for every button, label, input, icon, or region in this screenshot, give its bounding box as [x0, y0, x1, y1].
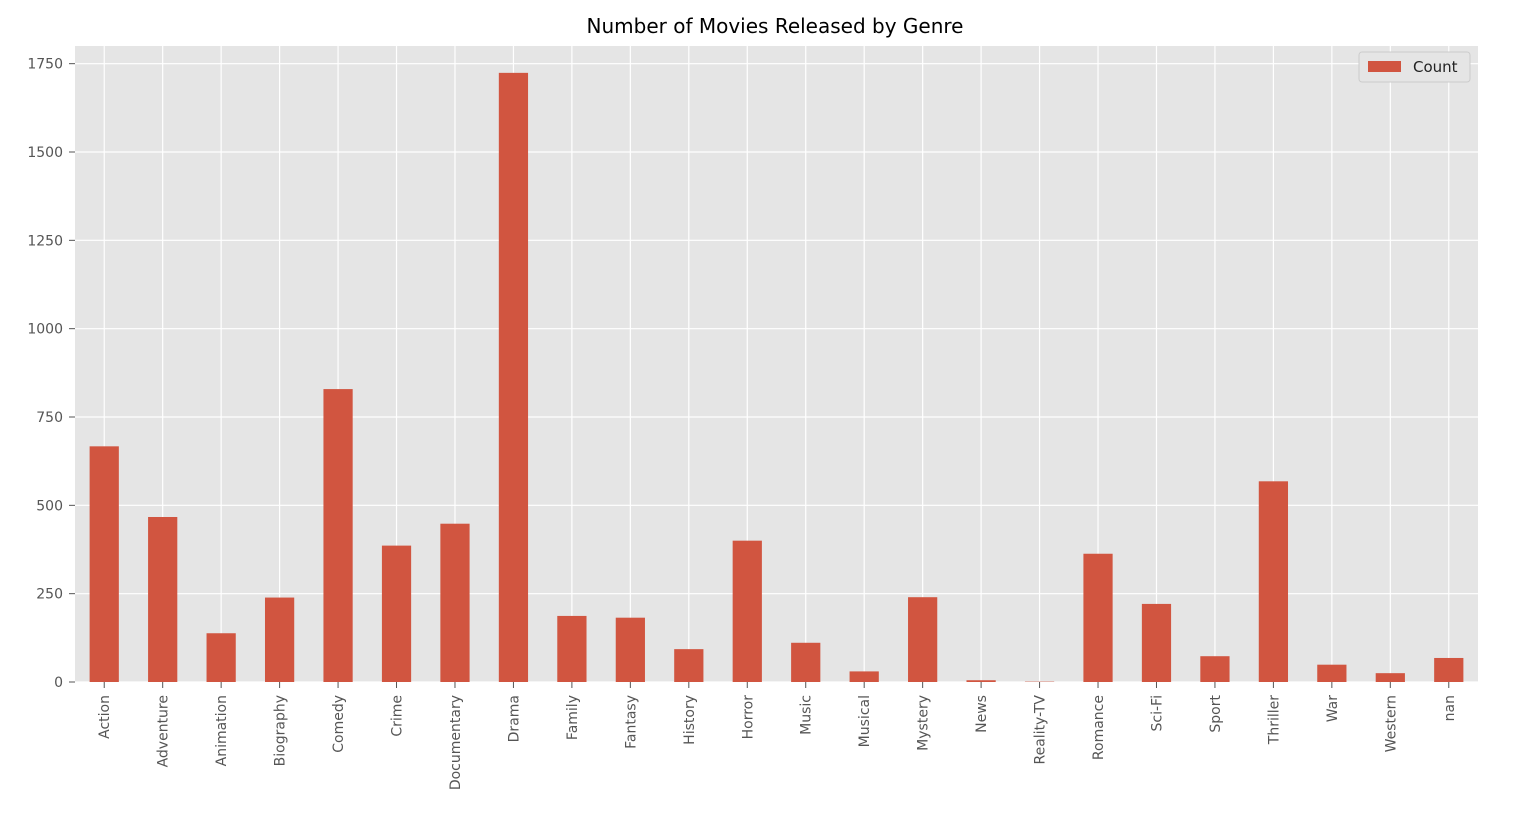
y-tick-label: 250	[36, 587, 63, 603]
bar-sport	[1200, 656, 1230, 682]
bar-western	[1375, 673, 1405, 682]
x-tick-label: Romance	[1091, 695, 1107, 760]
x-tick-label: Family	[565, 695, 581, 740]
x-tick-label: Mystery	[916, 695, 932, 751]
bar-crime	[381, 545, 412, 682]
bar-animation	[206, 633, 236, 682]
bar-comedy	[323, 389, 353, 682]
x-tick-label: Animation	[214, 695, 230, 766]
bar-news	[966, 680, 996, 682]
bar-adventure	[148, 516, 178, 682]
y-tick-label: 1500	[27, 145, 63, 161]
bar-sci-fi	[1141, 603, 1172, 682]
legend-swatch	[1368, 61, 1401, 72]
y-tick-label: 500	[36, 498, 63, 514]
x-tick-label: War	[1325, 695, 1341, 723]
x-tick-label: Thriller	[1266, 695, 1282, 745]
bar-mystery	[908, 597, 938, 682]
bar-horror	[732, 540, 762, 682]
x-tick-label: Comedy	[331, 695, 347, 753]
x-tick-label: Sci-Fi	[1149, 695, 1165, 731]
x-tick-label: Horror	[740, 695, 756, 740]
x-tick-label: Adventure	[156, 695, 172, 767]
x-tick-label: History	[682, 695, 698, 745]
x-tick-label: News	[974, 695, 990, 733]
x-tick-label: Biography	[273, 695, 289, 766]
x-tick-label: Documentary	[448, 695, 464, 790]
bar-musical	[849, 671, 879, 682]
bar-documentary	[440, 523, 470, 682]
x-tick-label: Musical	[857, 695, 873, 747]
x-tick-label: Fantasy	[623, 695, 639, 749]
bar-nan	[1434, 657, 1464, 682]
x-tick-label: Western	[1383, 695, 1399, 752]
y-tick-label: 1750	[27, 57, 63, 73]
bar-music	[791, 642, 821, 682]
legend-box	[1358, 51, 1471, 83]
x-axis-ticks: Action Adventure Animation Biography Comedy C…	[97, 682, 1458, 790]
y-tick-label: 750	[36, 410, 63, 426]
bars	[89, 72, 1464, 682]
x-tick-label: Sport	[1208, 694, 1224, 732]
bar-thriller	[1258, 481, 1289, 682]
legend-label: Count	[1413, 58, 1458, 76]
bar-romance	[1083, 553, 1113, 682]
y-axis-ticks: 0 250 500 750 1000 1250 1500 1750	[27, 57, 75, 691]
x-tick-label: Drama	[506, 695, 522, 742]
bar-action	[89, 446, 119, 682]
bar-biography	[264, 597, 295, 682]
x-tick-label: nan	[1442, 695, 1458, 721]
legend: Count	[1358, 51, 1471, 83]
bar-war	[1317, 664, 1347, 682]
bar-fantasy	[615, 617, 645, 682]
x-tick-label: Music	[799, 695, 815, 735]
x-tick-label: Crime	[390, 695, 406, 737]
x-tick-label: Action	[97, 695, 113, 739]
y-tick-label: 1000	[27, 322, 63, 338]
chart-title: Number of Movies Released by Genre	[587, 14, 964, 38]
bar-history	[674, 649, 704, 682]
y-tick-label: 0	[54, 675, 63, 691]
x-tick-label: Reality-TV	[1033, 695, 1049, 765]
y-tick-label: 1250	[27, 233, 63, 249]
bar-drama	[498, 72, 529, 682]
bar-family	[557, 615, 587, 682]
